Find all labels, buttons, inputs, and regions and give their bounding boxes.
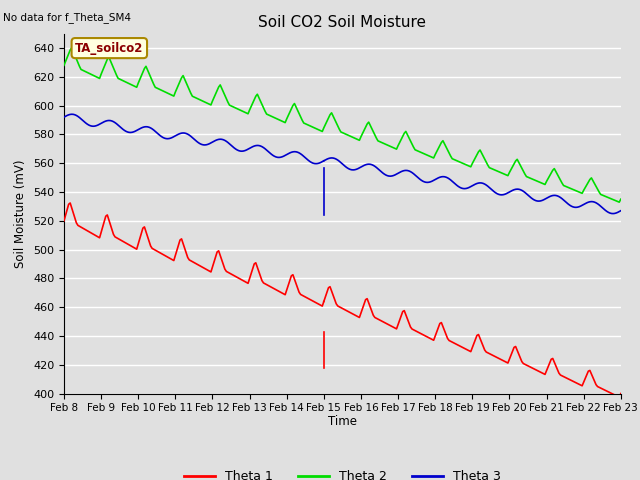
X-axis label: Time: Time — [328, 415, 357, 428]
Text: No data for f_Theta_SM4: No data for f_Theta_SM4 — [3, 12, 131, 23]
Legend: Theta 1, Theta 2, Theta 3: Theta 1, Theta 2, Theta 3 — [179, 465, 506, 480]
Text: TA_soilco2: TA_soilco2 — [75, 42, 143, 55]
Y-axis label: Soil Moisture (mV): Soil Moisture (mV) — [15, 159, 28, 268]
Title: Soil CO2 Soil Moisture: Soil CO2 Soil Moisture — [259, 15, 426, 30]
